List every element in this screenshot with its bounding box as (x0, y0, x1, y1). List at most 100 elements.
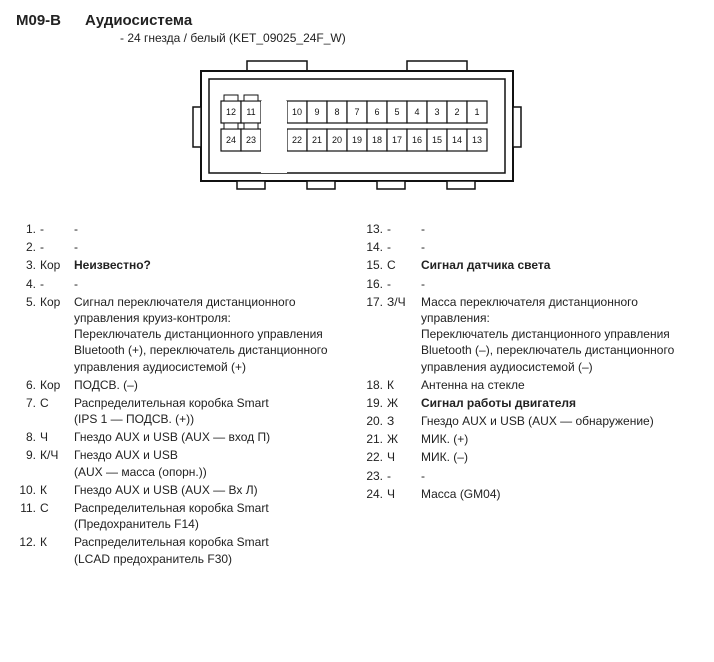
pin-description-line: (AUX — масса (опорн.)) (74, 464, 351, 480)
pin-description-line: Антенна на стекле (421, 377, 698, 393)
svg-text:1: 1 (474, 107, 479, 117)
pin-description: МИК. (+) (421, 431, 698, 447)
pin-description-line: Гнездо AUX и USB (AUX — Вх Л) (74, 482, 351, 498)
pin-description-line: Сигнал переключателя дистанционного (74, 294, 351, 310)
svg-text:4: 4 (414, 107, 419, 117)
pin-row: 21.ЖМИК. (+) (363, 431, 698, 447)
pin-number: 23. (363, 468, 387, 484)
pin-number: 3. (16, 257, 40, 273)
pin-row: 18.КАнтенна на стекле (363, 377, 698, 393)
pin-number: 16. (363, 276, 387, 292)
pin-row: 12.КРаспределительная коробка Smart(LCAD… (16, 534, 351, 566)
svg-text:13: 13 (472, 135, 482, 145)
pin-number: 13. (363, 221, 387, 237)
svg-text:5: 5 (394, 107, 399, 117)
pin-description: ПОДСВ. (–) (74, 377, 351, 393)
pin-number: 1. (16, 221, 40, 237)
pin-row: 17.З/ЧМасса переключателя дистанционного… (363, 294, 698, 375)
pin-description-line: Распределительная коробка Smart (74, 395, 351, 411)
pin-list-right: 13.--14.--15.ССигнал датчика света16.--1… (363, 221, 698, 569)
pin-description-line: - (421, 221, 698, 237)
pin-description: Сигнал работы двигателя (421, 395, 698, 411)
pin-row: 3.КорНеизвестно? (16, 257, 351, 273)
connector-diagram: 121110987654321242322212019181716151413 (187, 57, 527, 197)
pin-wire-color: Ч (387, 486, 421, 502)
pin-description: - (74, 221, 351, 237)
pin-wire-color: С (40, 500, 74, 516)
pin-number: 7. (16, 395, 40, 411)
pin-number: 4. (16, 276, 40, 292)
pin-number: 10. (16, 482, 40, 498)
pin-wire-color: К (387, 377, 421, 393)
svg-text:20: 20 (332, 135, 342, 145)
pin-wire-color: Кор (40, 257, 74, 273)
pin-description: Гнездо AUX и USB(AUX — масса (опорн.)) (74, 447, 351, 479)
pin-description-line: - (74, 221, 351, 237)
svg-text:7: 7 (354, 107, 359, 117)
pin-wire-color: С (40, 395, 74, 411)
svg-text:10: 10 (292, 107, 302, 117)
svg-text:15: 15 (432, 135, 442, 145)
pin-number: 17. (363, 294, 387, 310)
pin-row: 19.ЖСигнал работы двигателя (363, 395, 698, 411)
pin-row: 16.-- (363, 276, 698, 292)
pin-description-line: Сигнал датчика света (421, 257, 698, 273)
pin-description: Гнездо AUX и USB (AUX — вход П) (74, 429, 351, 445)
pin-row: 23.-- (363, 468, 698, 484)
pin-description: - (421, 221, 698, 237)
pin-description-line: - (74, 276, 351, 292)
pin-row: 9.К/ЧГнездо AUX и USB(AUX — масса (опорн… (16, 447, 351, 479)
pin-description: - (421, 468, 698, 484)
pin-description-line: управления: (421, 310, 698, 326)
pin-wire-color: С (387, 257, 421, 273)
svg-text:3: 3 (434, 107, 439, 117)
pin-description: Неизвестно? (74, 257, 351, 273)
pin-description: - (74, 239, 351, 255)
pin-description: Распределительная коробка Smart(IPS 1 — … (74, 395, 351, 427)
pin-wire-color: - (40, 239, 74, 255)
pin-description-line: (Предохранитель F14) (74, 516, 351, 532)
pin-description-line: Распределительная коробка Smart (74, 500, 351, 516)
pin-row: 5.КорСигнал переключателя дистанционного… (16, 294, 351, 375)
svg-text:9: 9 (314, 107, 319, 117)
pin-number: 9. (16, 447, 40, 463)
svg-text:8: 8 (334, 107, 339, 117)
pin-wire-color: Ч (387, 449, 421, 465)
pin-description-line: - (74, 239, 351, 255)
pin-wire-color: З/Ч (387, 294, 421, 310)
pin-description: - (421, 239, 698, 255)
pin-description-line: Переключатель дистанционного управления (421, 326, 698, 342)
pin-description-line: Bluetooth (+), переключатель дистанционн… (74, 342, 351, 358)
pin-wire-color: Кор (40, 294, 74, 310)
pin-description-line: МИК. (+) (421, 431, 698, 447)
svg-text:14: 14 (452, 135, 462, 145)
pin-number: 15. (363, 257, 387, 273)
pin-wire-color: - (40, 221, 74, 237)
svg-text:12: 12 (226, 107, 236, 117)
pin-row: 14.-- (363, 239, 698, 255)
pin-row: 13.-- (363, 221, 698, 237)
pin-description-line: Сигнал работы двигателя (421, 395, 698, 411)
pin-list: 1.--2.--3.КорНеизвестно?4.--5.КорСигнал … (16, 221, 698, 569)
pin-row: 10.КГнездо AUX и USB (AUX — Вх Л) (16, 482, 351, 498)
pin-description-line: Гнездо AUX и USB (AUX — обнаружение) (421, 413, 698, 429)
pin-row: 7.СРаспределительная коробка Smart(IPS 1… (16, 395, 351, 427)
pin-number: 11. (16, 500, 40, 516)
pin-row: 24.ЧМасса (GM04) (363, 486, 698, 502)
pin-wire-color: - (387, 276, 421, 292)
pin-row: 4.-- (16, 276, 351, 292)
svg-text:11: 11 (246, 107, 255, 117)
pin-wire-color: З (387, 413, 421, 429)
pin-row: 6.КорПОДСВ. (–) (16, 377, 351, 393)
pin-description-line: Неизвестно? (74, 257, 351, 273)
pin-row: 1.-- (16, 221, 351, 237)
pin-row: 8.ЧГнездо AUX и USB (AUX — вход П) (16, 429, 351, 445)
pin-number: 6. (16, 377, 40, 393)
pin-number: 24. (363, 486, 387, 502)
pin-list-left: 1.--2.--3.КорНеизвестно?4.--5.КорСигнал … (16, 221, 351, 569)
pin-description: Антенна на стекле (421, 377, 698, 393)
svg-text:16: 16 (412, 135, 422, 145)
pin-description-line: МИК. (–) (421, 449, 698, 465)
pin-wire-color: К (40, 534, 74, 550)
pin-description: Распределительная коробка Smart(Предохра… (74, 500, 351, 532)
